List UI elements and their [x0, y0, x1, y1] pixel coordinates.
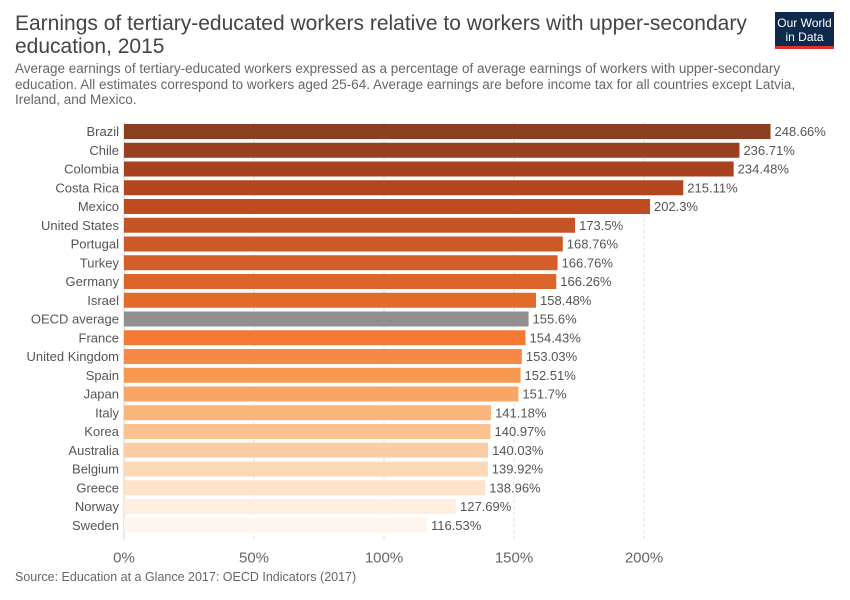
- source-note[interactable]: Source: Education at a Glance 2017: OECD…: [15, 570, 357, 584]
- category-label: Greece: [76, 480, 119, 495]
- bar: [124, 480, 486, 496]
- x-tick-label: 100%: [365, 550, 403, 567]
- bar: [124, 180, 684, 196]
- value-label: 215.11%: [687, 180, 738, 195]
- owid-logo[interactable]: Our World in Data: [775, 12, 834, 49]
- value-label: 140.97%: [495, 424, 547, 439]
- category-label: Korea: [84, 424, 119, 439]
- bar: [124, 424, 491, 439]
- bar: [124, 292, 537, 308]
- value-label: 151.7%: [522, 387, 567, 402]
- value-label: 166.76%: [562, 255, 614, 270]
- x-tick-label: 150%: [495, 550, 533, 567]
- category-label: Israel: [87, 293, 119, 308]
- bar: [124, 386, 519, 402]
- category-label: France: [79, 330, 119, 345]
- bar: [124, 311, 529, 327]
- value-label: 168.76%: [567, 237, 619, 252]
- value-label: 141.18%: [495, 405, 547, 420]
- category-label: Turkey: [80, 255, 120, 270]
- category-label: United Kingdom: [27, 349, 120, 364]
- chart-title: Earnings of tertiary-educated workers re…: [15, 12, 747, 58]
- bar: [124, 236, 563, 252]
- value-label: 155.6%: [533, 312, 578, 327]
- value-label: 116.53%: [431, 518, 482, 533]
- category-label: Spain: [86, 368, 119, 383]
- value-label: 166.26%: [560, 274, 612, 289]
- value-label: 154.43%: [530, 330, 582, 345]
- bar: [124, 274, 557, 289]
- category-label: Norway: [75, 499, 120, 514]
- category-label: Brazil: [86, 124, 119, 139]
- bar: [124, 349, 522, 364]
- category-label: Portugal: [71, 237, 120, 252]
- category-label: United States: [41, 218, 120, 233]
- x-tick-label: 50%: [239, 550, 269, 567]
- chart-subtitle: Average earnings of tertiary-educated wo…: [15, 61, 796, 107]
- bar: [124, 461, 488, 477]
- bar: [124, 161, 734, 177]
- value-label: 248.66%: [775, 124, 827, 139]
- value-label: 152.51%: [525, 368, 577, 383]
- bar: [124, 330, 526, 346]
- value-label: 127.69%: [460, 499, 512, 514]
- bar: [124, 499, 456, 514]
- category-label: Australia: [68, 443, 119, 458]
- bar: [124, 199, 650, 214]
- category-label: OECD average: [31, 312, 119, 327]
- bar: [124, 124, 771, 139]
- logo-line-2: in Data: [785, 30, 824, 44]
- category-label: Costa Rica: [55, 180, 119, 195]
- bar: [124, 517, 427, 533]
- value-label: 202.3%: [654, 199, 699, 214]
- bar: [124, 367, 521, 383]
- value-label: 140.03%: [492, 443, 544, 458]
- value-label: 139.92%: [492, 462, 544, 477]
- category-label: Sweden: [72, 518, 119, 533]
- bar: [124, 217, 576, 233]
- x-tick-label: 0%: [113, 550, 135, 567]
- value-label: 158.48%: [540, 293, 592, 308]
- category-label: Italy: [95, 405, 119, 420]
- category-label: Belgium: [72, 462, 119, 477]
- value-label: 173.5%: [579, 218, 624, 233]
- bar: [124, 142, 740, 158]
- value-label: 138.96%: [489, 480, 541, 495]
- x-tick-label: 200%: [625, 550, 663, 567]
- category-label: Mexico: [78, 199, 119, 214]
- value-label: 236.71%: [743, 143, 795, 158]
- category-label: Japan: [84, 387, 119, 402]
- category-label: Chile: [89, 143, 119, 158]
- bar: [124, 255, 558, 271]
- value-label: 153.03%: [526, 349, 578, 364]
- logo-line-1: Our World: [777, 16, 832, 30]
- category-label: Germany: [66, 274, 120, 289]
- bar: [124, 405, 492, 421]
- bar: [124, 442, 489, 458]
- category-label: Colombia: [64, 162, 120, 177]
- value-label: 234.48%: [738, 162, 790, 177]
